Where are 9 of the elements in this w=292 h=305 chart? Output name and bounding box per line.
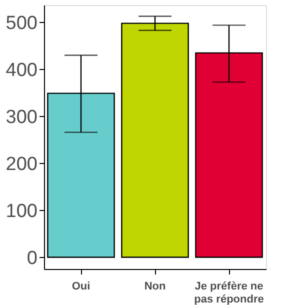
y-tick-label: 300 (6, 106, 38, 128)
y-tick-label: 0 (26, 248, 38, 269)
y-tick-label: 200 (6, 154, 38, 175)
y-tick-label: 500 (6, 12, 38, 34)
x-tick-label: Je préfère ne pas répondre (194, 280, 264, 305)
y-tick-label: 400 (6, 60, 38, 81)
x-tick-label: Oui (72, 280, 90, 292)
x-tick-label: Non (144, 280, 166, 292)
y-tick-label: 100 (6, 200, 38, 222)
